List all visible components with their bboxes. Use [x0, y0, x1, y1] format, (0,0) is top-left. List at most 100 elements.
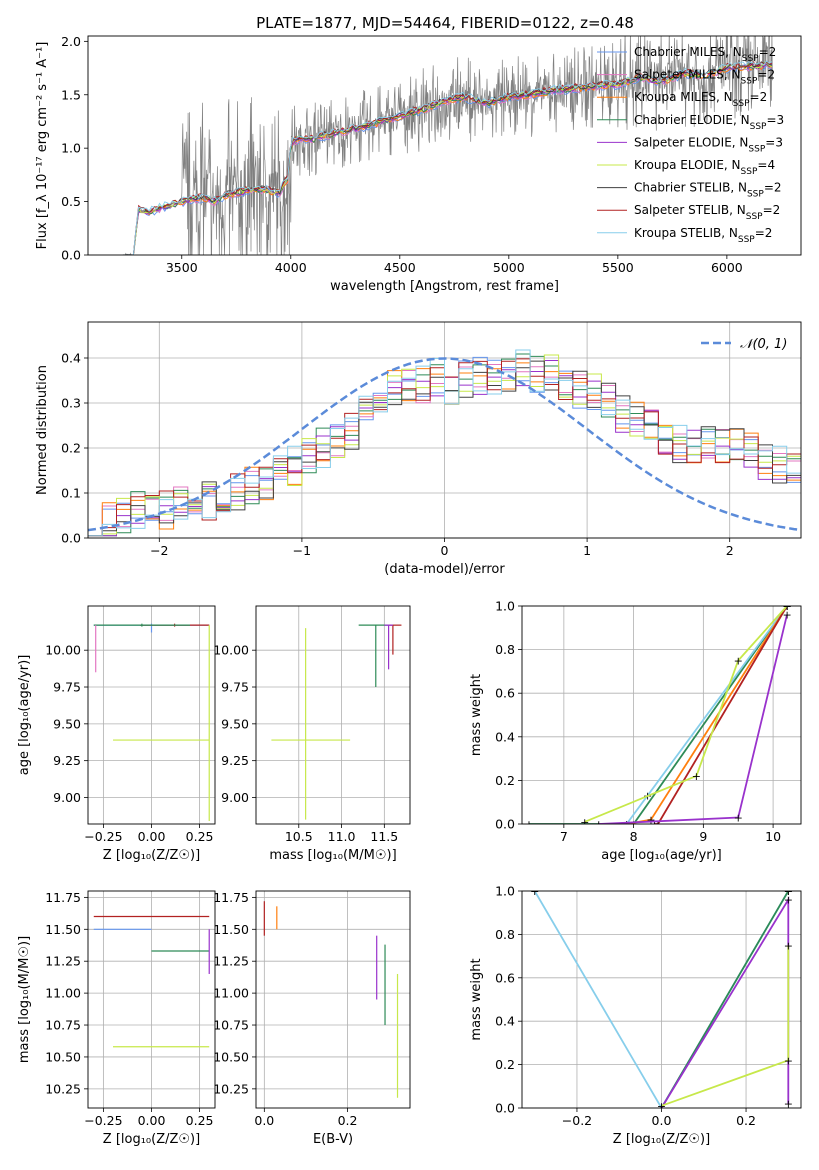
y-tick-label: 9.25 [221, 753, 249, 768]
x-tick-label: 10 [765, 829, 781, 844]
point-marker: + [782, 600, 791, 613]
point-marker: + [524, 818, 533, 831]
y-tick-label: 0.4 [61, 351, 81, 366]
figure-title: PLATE=1877, MJD=54464, FIBERID=0122, z=0… [256, 14, 634, 32]
y-tick-label: 10.75 [45, 1018, 81, 1033]
legend-sub: SSP [741, 167, 758, 177]
y-tick-label: 11.00 [213, 986, 249, 1001]
legend-sub: SSP [747, 190, 764, 200]
x-tick-label: 0.25 [186, 1113, 214, 1128]
axes-frame [255, 605, 411, 825]
point-marker: + [782, 600, 791, 613]
x-axis-label: E(B-V) [313, 1132, 353, 1147]
legend-nssp: =2 [750, 90, 768, 104]
y-tick-label: 10.00 [213, 643, 249, 658]
y-tick-label: 9.50 [221, 716, 249, 731]
axes-frame [87, 35, 802, 256]
point-marker: + [622, 818, 631, 831]
axes-spectrum: 3500 4000 4500 5000 5500 6000 0.0 0.5 1.0 1.5 2.0 w… [35, 34, 802, 294]
plot-area: + ++++++ ++++++++++++ [524, 600, 792, 831]
legend-label: 𝒩(0, 1) [740, 337, 787, 352]
point-marker: + [657, 1100, 666, 1113]
x-tick-label: 9 [699, 829, 707, 844]
legend-nssp: =2 [759, 45, 777, 59]
y-tick-label: 10.50 [45, 1049, 81, 1064]
y-tick-label: 0.8 [495, 642, 515, 657]
axes-residuals: −2 −1 0 1 2 0.0 0.1 0.2 0.3 0.4 (data-model)/error… [35, 321, 802, 577]
point-marker: + [594, 818, 603, 831]
y-tick-label: 0.6 [495, 686, 515, 701]
plot-area [93, 623, 210, 822]
y-tick-label: 11.50 [45, 922, 81, 937]
x-tick-label: −2 [150, 543, 168, 558]
point-marker: + [784, 1054, 793, 1067]
y-tick-label: 0.1 [61, 486, 81, 501]
model-line [122, 60, 772, 255]
y-tick-label: 1.0 [495, 884, 515, 899]
y-tick-label: 9.75 [221, 680, 249, 695]
legend-nssp: =2 [757, 68, 775, 82]
x-tick-label: −0.2 [562, 1113, 592, 1128]
legend-nssp: =2 [763, 203, 781, 217]
legend-label: Kroupa STELIB, NSSP=2 [634, 226, 772, 245]
point-marker: + [782, 600, 791, 613]
axes-frame [87, 321, 802, 539]
legend-label: Salpeter ELODIE, NSSP=3 [634, 135, 783, 154]
y-tick-label: 9.50 [53, 716, 81, 731]
y-tick-label: 11.75 [213, 890, 249, 905]
point-marker: + [782, 609, 791, 622]
y-tick-label: 0.4 [495, 729, 515, 744]
y-tick-label: 0.3 [61, 396, 81, 411]
y-tick-label: 10.50 [213, 1049, 249, 1064]
model-line [122, 64, 772, 255]
point-marker: + [629, 818, 638, 831]
y-tick-label: 10.75 [213, 1018, 249, 1033]
x-tick-label: 0.2 [338, 1113, 358, 1128]
x-tick-label: 0.25 [186, 829, 214, 844]
y-tick-label: 0.2 [495, 773, 515, 788]
point-marker: + [784, 1098, 793, 1111]
x-tick-label: 6000 [711, 260, 743, 275]
model-line [122, 60, 773, 255]
model-line [122, 62, 773, 255]
y-axis-label: mass weight [469, 958, 484, 1040]
legend-label: Kroupa MILES, NSSP=2 [634, 90, 767, 109]
point-marker: + [530, 885, 539, 898]
legend-label: Salpeter STELIB, NSSP=2 [634, 203, 780, 222]
axes-mass-vs-EBV: 0.0 0.2 10.25 10.50 10.75 11.00 11.25 11.50 11.7… [213, 890, 411, 1147]
point-marker: + [646, 814, 655, 827]
y-tick-label: 1.0 [495, 599, 515, 614]
y-axis-label: Normed distribution [35, 365, 50, 495]
plot-area [88, 349, 801, 537]
point-marker: + [782, 600, 791, 613]
axes-frame [87, 605, 216, 825]
x-axis-label: age [log₁₀(age/yr)] [601, 848, 722, 863]
axes-frame [521, 890, 802, 1109]
legend-sub: SSP [748, 144, 765, 154]
series-line [661, 945, 790, 1107]
y-tick-label: 0.4 [495, 1014, 515, 1029]
histogram-step [88, 349, 801, 537]
x-tick-label: 4000 [275, 260, 307, 275]
axes-mass-weight-vs-Z: −0.2 0.0 0.2 0.0 0.2 0.4 0.6 0.8 1.0 Z [log₁₀(Z/Z… [469, 884, 802, 1147]
x-tick-label: −0.25 [84, 829, 122, 844]
legend-sub: SSP [750, 122, 767, 132]
x-tick-label: 4500 [384, 260, 416, 275]
y-tick-label: 9.25 [53, 753, 81, 768]
legend-label: Chabrier STELIB, NSSP=2 [634, 181, 782, 200]
axes-mass-vs-Z: −0.25 0.00 0.25 10.25 10.50 10.75 11.00 11.25 11… [17, 890, 216, 1147]
y-tick-label: 0.0 [495, 817, 515, 832]
axes-age-vs-mass: 10.5 11.0 11.5 9.00 9.25 9.50 9.75 10.00 mass [l… [213, 605, 411, 863]
point-marker: + [784, 885, 793, 898]
y-tick-label: 11.50 [213, 922, 249, 937]
y-tick-label: 11.25 [213, 954, 249, 969]
x-tick-label: 0.2 [736, 1113, 756, 1128]
plot-area [271, 624, 402, 820]
point-marker: + [734, 655, 743, 668]
x-tick-label: 2 [726, 543, 734, 558]
x-tick-label: 3500 [166, 260, 198, 275]
y-tick-label: 11.75 [45, 890, 81, 905]
x-axis-label: wavelength [Angstrom, rest frame] [330, 279, 559, 294]
y-axis-label: mass weight [469, 674, 484, 756]
